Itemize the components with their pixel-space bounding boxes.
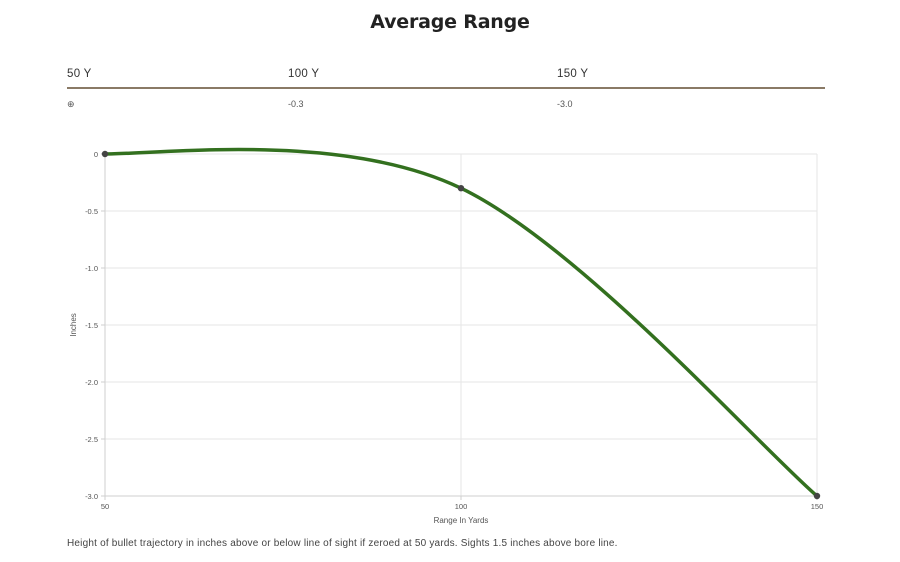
y-axis-label: Inches (69, 313, 78, 337)
header-50y: 50 Y (67, 68, 92, 80)
y-tick-label: -0.5 (85, 207, 98, 216)
y-tick-label: -1.0 (85, 264, 98, 273)
header-150y: 150 Y (557, 68, 589, 80)
trajectory-table: 50 Y 100 Y 150 Y ⊕ -0.3 -3.0 (67, 62, 825, 113)
header-100y: 100 Y (288, 68, 320, 80)
footnote: Height of bullet trajectory in inches ab… (67, 538, 618, 549)
value-150y: -3.0 (557, 99, 573, 109)
y-tick-label: -1.5 (85, 321, 98, 330)
series-layer (101, 147, 821, 500)
table-header-row: 50 Y 100 Y 150 Y (67, 62, 825, 89)
data-point[interactable] (813, 492, 821, 500)
x-tick-label: 50 (101, 502, 109, 511)
table-row: ⊕ -0.3 -3.0 (67, 89, 825, 113)
value-100y: -0.3 (288, 99, 304, 109)
x-tick-label: 100 (455, 502, 468, 511)
data-point[interactable] (101, 150, 109, 158)
x-tick-labels: 50 100 150 (101, 502, 823, 511)
y-tick-label: 0 (94, 150, 98, 159)
y-tick-label: -3.0 (85, 492, 98, 501)
zero-crosshair-icon: ⊕ (67, 99, 75, 109)
x-tick-label: 150 (811, 502, 824, 511)
x-axis-label: Range In Yards (434, 516, 489, 525)
y-tick-labels: 0 -0.5 -1.0 -1.5 -2.0 -2.5 -3.0 (85, 150, 98, 501)
data-point[interactable] (457, 185, 465, 192)
y-tick-label: -2.0 (85, 378, 98, 387)
y-tick-label: -2.5 (85, 435, 98, 444)
page-title: Average Range (370, 11, 530, 33)
chart-grid (101, 153, 818, 500)
